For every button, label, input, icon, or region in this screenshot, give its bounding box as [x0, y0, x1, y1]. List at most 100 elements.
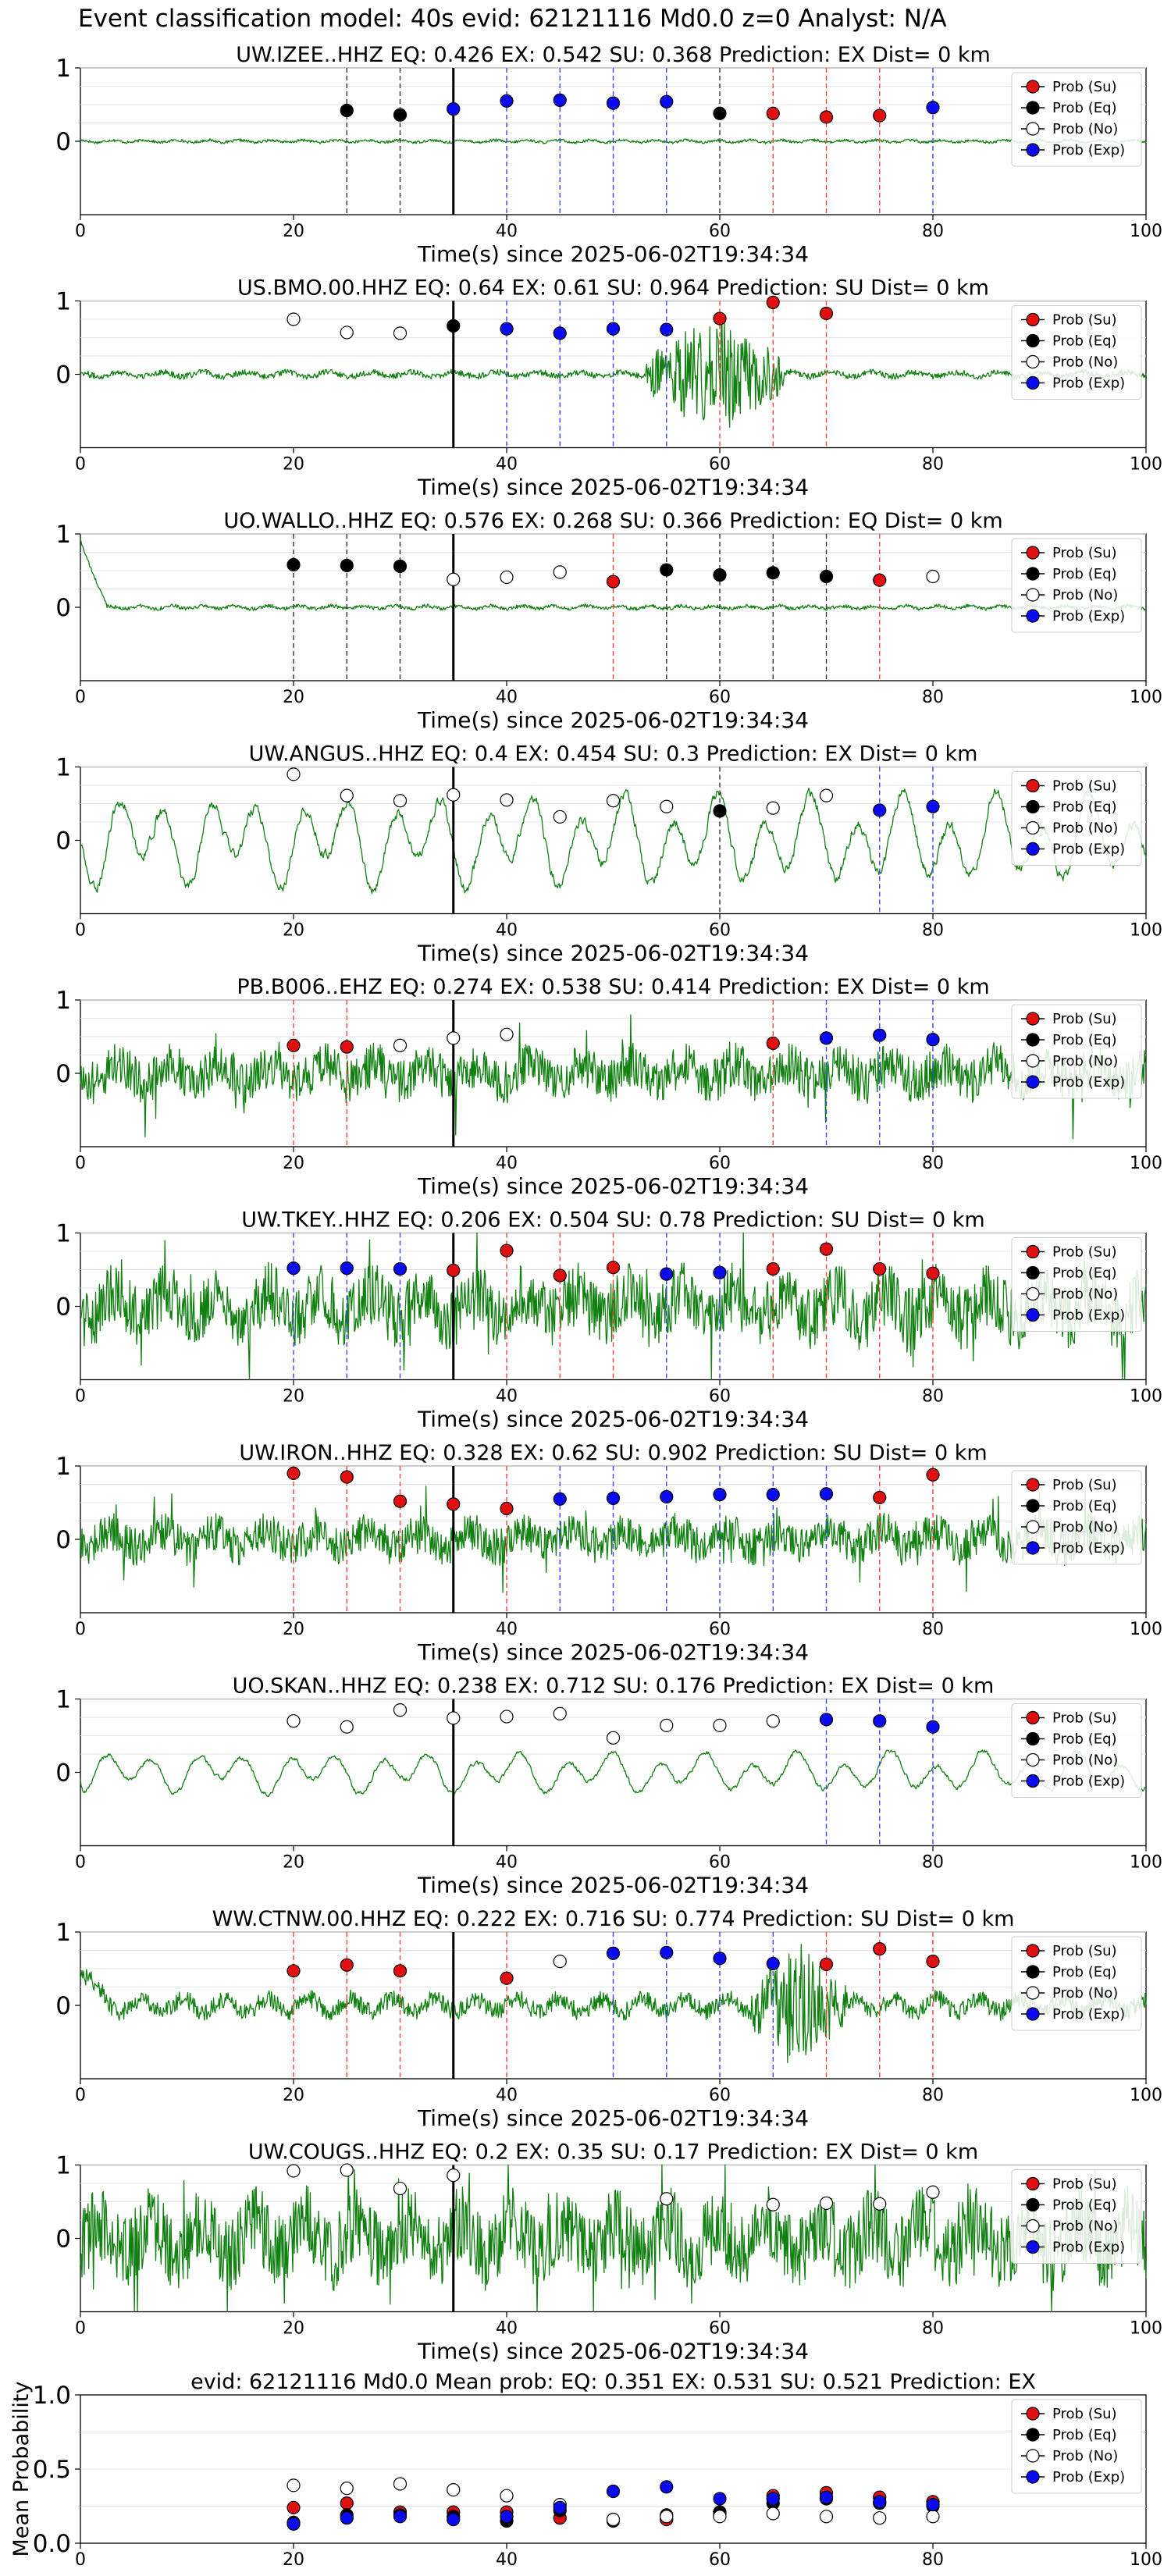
prob-marker-exp: [660, 1489, 674, 1504]
mean-marker-no: [393, 2477, 408, 2491]
prob-marker-su: [340, 1470, 354, 1484]
legend-label-exp: Prob (Exp): [1052, 1074, 1125, 1091]
legend-marker-exp: [1026, 841, 1040, 856]
prob-marker-su: [500, 1971, 514, 1985]
x-axis-label: Time(s) since 2025-06-02T19:34:34: [417, 475, 809, 500]
station-panel-5: PB.B006..EHZ EQ: 0.274 EX: 0.538 SU: 0.4…: [55, 975, 1162, 1199]
prob-marker-exp: [926, 799, 940, 813]
legend-marker-no: [1026, 1520, 1040, 1534]
legend-label-eq: Prob (Eq): [1052, 333, 1117, 350]
panel-title: UW.COUGS..HHZ EQ: 0.2 EX: 0.35 SU: 0.17 …: [248, 2140, 978, 2165]
prob-marker-exp: [287, 1261, 301, 1276]
prob-marker-exp: [606, 96, 621, 110]
prob-marker-no: [819, 788, 834, 802]
prob-marker-su: [287, 1038, 301, 1052]
prob-marker-exp: [926, 1033, 940, 1047]
legend-marker-eq: [1026, 1731, 1040, 1746]
x-tick-label: 40: [496, 2550, 518, 2570]
legend-label-eq: Prob (Eq): [1052, 100, 1117, 116]
prob-marker-exp: [340, 1261, 354, 1276]
prob-marker-su: [819, 110, 834, 124]
legend-label-su: Prob (Su): [1052, 2406, 1117, 2422]
x-tick-label: 80: [922, 1620, 944, 1639]
mean-marker-no: [447, 2483, 461, 2497]
legend-marker-exp: [1026, 1541, 1040, 1555]
legend-marker-su: [1026, 546, 1040, 560]
x-axis-label: Time(s) since 2025-06-02T19:34:34: [417, 241, 809, 267]
legend-label-exp: Prob (Exp): [1052, 2469, 1125, 2485]
prob-marker-no: [606, 1731, 621, 1745]
x-axis-label: Time(s) since 2025-06-02T19:34:34: [417, 1173, 809, 1199]
x-tick-label: 40: [496, 222, 518, 241]
prob-marker-su: [393, 1964, 408, 1978]
legend-marker-su: [1026, 1944, 1040, 1958]
mean-marker-exp: [340, 2511, 354, 2525]
x-tick-label: 40: [496, 688, 518, 707]
prob-marker-no: [287, 1714, 301, 1728]
prob-marker-exp: [873, 1714, 887, 1728]
y-tick-label: 1: [55, 1453, 71, 1481]
figure-title: Event classification model: 40s evid: 62…: [78, 5, 947, 33]
x-tick-label: 20: [283, 1620, 304, 1639]
waveform-trace: [80, 1749, 1147, 1798]
mean-marker-exp: [926, 2498, 940, 2512]
legend-marker-eq: [1026, 1499, 1040, 1513]
legend-marker-no: [1026, 354, 1040, 369]
prob-marker-su: [287, 1964, 301, 1978]
legend-label-no: Prob (No): [1052, 1053, 1118, 1069]
prob-marker-su: [873, 1261, 887, 1276]
prob-marker-no: [660, 2192, 674, 2206]
panel-title: evid: 62121116 Md0.0 Mean prob: EQ: 0.35…: [190, 2370, 1036, 2394]
legend-marker-su: [1026, 1710, 1040, 1725]
prob-marker-su: [873, 1490, 887, 1505]
legend-label-eq: Prob (Eq): [1052, 2197, 1117, 2214]
prob-marker-su: [340, 1040, 354, 1054]
legend-7: Prob (Su) Prob (Eq) Prob (No) Prob (Exp): [1011, 1703, 1142, 1798]
legend-marker-exp: [1026, 609, 1040, 623]
x-tick-label: 20: [283, 921, 304, 941]
mean-marker-no: [287, 2478, 301, 2492]
legend-box: [1011, 72, 1142, 167]
x-tick-label: 80: [922, 1853, 944, 1873]
prob-marker-su: [500, 1501, 514, 1516]
legend-marker-no: [1026, 1986, 1040, 2000]
legend-label-no: Prob (No): [1052, 1752, 1118, 1769]
waveform-trace: [80, 321, 1147, 428]
panel-title: WW.CTNW.00.HHZ EQ: 0.222 EX: 0.716 SU: 0…: [212, 1907, 1015, 1931]
legend-label-su: Prob (Su): [1052, 2176, 1117, 2193]
prob-marker-exp: [819, 1031, 834, 1045]
prob-marker-su: [819, 1242, 834, 1256]
y-tick-label: 0: [55, 1759, 71, 1788]
x-tick-label: 60: [709, 222, 731, 241]
prob-marker-eq: [766, 566, 780, 580]
x-tick-label: 100: [1130, 455, 1162, 475]
prob-marker-su: [766, 1036, 780, 1051]
y-tick-label: 1: [55, 1686, 71, 1714]
legend-label-eq: Prob (Eq): [1052, 1265, 1117, 1282]
prob-marker-no: [393, 1703, 408, 1717]
prob-marker-exp: [660, 322, 674, 336]
legend-label-exp: Prob (Exp): [1052, 608, 1125, 624]
prob-marker-su: [447, 1263, 461, 1278]
prob-marker-exp: [713, 1265, 727, 1279]
legend-label-su: Prob (Su): [1052, 545, 1117, 561]
legend-label-su: Prob (Su): [1052, 1477, 1117, 1493]
legend-1: Prob (Su) Prob (Eq) Prob (No) Prob (Exp): [1011, 305, 1142, 400]
legend-marker-eq: [1026, 1965, 1040, 1979]
y-tick-label: 1: [55, 288, 71, 316]
prob-marker-exp: [713, 1952, 727, 1966]
prob-marker-su: [926, 1468, 940, 1482]
x-tick-label: 20: [283, 2086, 304, 2105]
legend-marker-eq: [1026, 333, 1040, 348]
prob-marker-exp: [606, 1946, 621, 1960]
legend-marker-exp: [1026, 375, 1040, 390]
legend-marker-no: [1026, 1752, 1040, 1767]
y-tick-label: 0: [55, 128, 71, 156]
station-panel-9: WW.CTNW.00.HHZ EQ: 0.222 EX: 0.716 SU: 0…: [55, 1907, 1162, 2131]
prob-marker-no: [500, 570, 514, 585]
prob-marker-no: [713, 1718, 727, 1732]
legend-marker-eq: [1026, 567, 1040, 581]
legend-label-su: Prob (Su): [1052, 312, 1117, 329]
prob-marker-su: [873, 109, 887, 123]
